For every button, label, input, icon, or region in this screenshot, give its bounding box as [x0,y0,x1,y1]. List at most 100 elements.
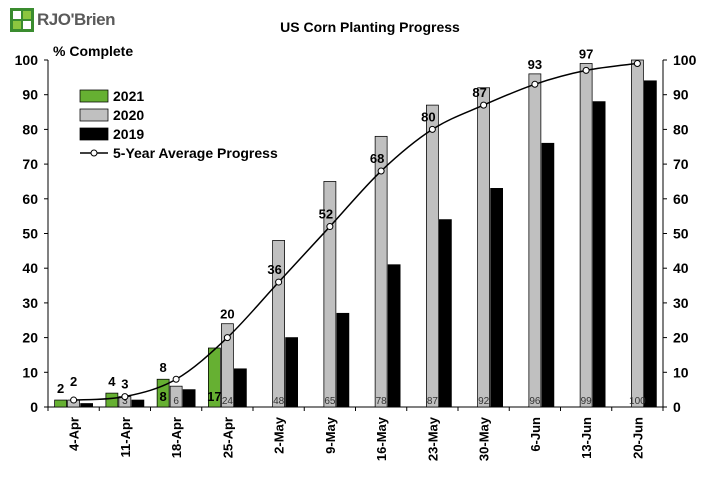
y-tick-label-right: 60 [673,191,689,207]
y-tick-label-right: 0 [673,399,681,415]
y-tick-label-right: 50 [673,226,689,242]
legend-swatch [79,89,109,103]
chart-title: US Corn Planting Progress [280,19,460,35]
y-tick-label-left: 70 [22,156,38,172]
legend-label: 2021 [113,88,144,104]
bar-2020 [169,385,183,408]
legend-swatch [79,108,109,122]
avg-point [480,101,488,109]
legend-swatch [79,127,109,141]
avg-point [377,167,385,175]
bar-2019 [439,219,452,408]
bar-2020 [221,323,234,408]
y-axis-label: % Complete [53,43,133,59]
brand-mark-icon [10,8,34,32]
bar-2020 [374,135,388,408]
brand-name: RJO'Brien [37,10,115,29]
annotation-2020: 20 [220,307,234,322]
bar-2019 [131,399,145,408]
bar-2021 [54,399,67,408]
data-label-2020: 96 [529,396,541,407]
avg-point [531,80,539,88]
data-label-2021: 8 [160,389,167,404]
legend-label: 5-Year Average Progress [113,145,278,161]
y-tick-label-left: 20 [22,330,38,346]
bar-2020 [579,63,593,408]
avg-point [70,396,78,404]
bar-2020 [528,73,542,408]
bar-2020 [477,87,490,408]
y-tick-label-left: 80 [22,121,38,137]
data-label-2020: 92 [478,396,490,407]
avg-point [326,223,334,231]
annotation-2020: 97 [579,46,593,61]
x-tick-label: 9-May [323,416,338,454]
y-tick-label-left: 30 [22,295,38,311]
annotation-2020: 2 [70,374,77,389]
y-tick-label-right: 10 [673,364,689,380]
data-label-2020: 3 [122,396,128,407]
legend-label: 2020 [113,107,144,123]
y-tick-label-left: 0 [30,399,38,415]
annotation-avg: 36 [267,262,281,277]
data-label-2020: 65 [324,396,336,407]
bar-2019 [285,337,298,408]
legend-marker [90,149,98,157]
x-tick-label: 16-May [374,416,389,461]
avg-point [223,334,231,342]
y-tick-label-left: 40 [22,260,38,276]
bar-2019 [644,80,657,408]
data-label-2020: 78 [376,396,388,407]
bar-2021 [208,347,221,408]
y-tick-label-left: 100 [15,52,39,68]
data-label-2020: 100 [629,396,646,407]
bar-2019 [541,142,555,408]
x-tick-label: 30-May [477,416,492,461]
x-tick-label: 13-Jun [579,417,594,459]
brand-logo: RJO'Brien [10,8,115,32]
y-tick-label-right: 80 [673,121,689,137]
data-label-2020: 6 [173,396,179,407]
annotation-avg: 87 [472,85,486,100]
data-label-2020: 99 [581,396,593,407]
bar-2020 [426,104,439,408]
annotation-avg: 52 [319,207,333,222]
annotation-2021: 4 [108,374,116,389]
bar-2020 [631,59,644,408]
x-tick-label: 4-Apr [67,417,82,451]
annotation-2021: 8 [160,360,167,375]
x-tick-label: 23-May [425,416,440,461]
bar-2019 [387,264,401,408]
bar-2019 [592,101,606,408]
bar-2020 [323,181,337,408]
y-tick-label-right: 100 [673,52,697,68]
y-tick-label-left: 10 [22,364,38,380]
bar-2019 [182,389,196,408]
annotation-2021: 2 [57,381,64,396]
x-tick-label: 2-May [272,416,287,454]
data-label-2020: 48 [273,396,285,407]
legend: 2021 2020 2019 5-Year Average Progress [79,88,278,161]
x-tick-label: 25-Apr [220,417,235,458]
y-tick-label-right: 90 [673,87,689,103]
avg-point [428,125,436,133]
y-tick-label-right: 40 [673,260,689,276]
avg-point [121,393,129,401]
annotation-2020: 93 [528,57,542,72]
y-tick-label-right: 30 [673,295,689,311]
y-tick-label-right: 70 [673,156,689,172]
y-tick-label-left: 50 [22,226,38,242]
avg-point [275,278,283,286]
x-tick-label: 6-Jun [528,417,543,452]
annotation-avg: 68 [370,151,384,166]
x-tick-label: 20-Jun [630,417,645,459]
bar-2019 [336,312,350,408]
x-tick-label: 18-Apr [169,417,184,458]
data-label-2021: 17 [207,389,221,404]
avg-point [633,59,641,67]
annotation-2020-small: 3 [121,377,128,392]
y-tick-label-right: 20 [673,330,689,346]
bar-2019 [234,368,247,408]
